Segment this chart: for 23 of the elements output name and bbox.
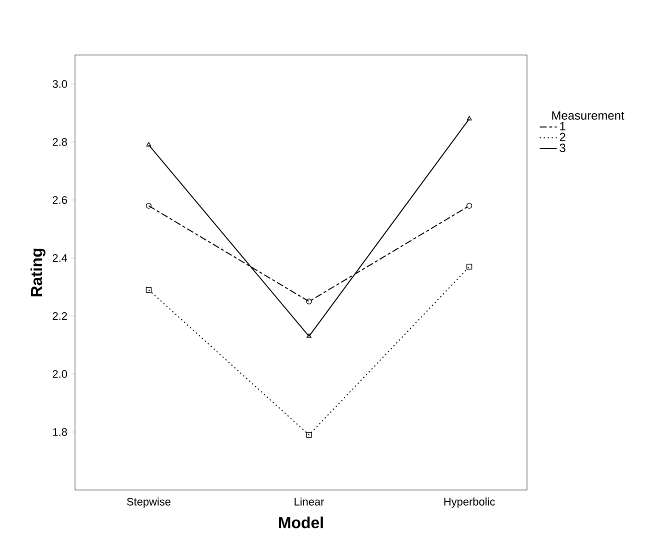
point xyxy=(306,298,312,304)
y-tick-label: 2.4 xyxy=(52,254,68,262)
x-tick-label: Stepwise xyxy=(126,498,170,508)
legend-label: 2 xyxy=(560,132,566,142)
y-tick-label: 3.0 xyxy=(52,80,68,88)
point xyxy=(146,202,152,209)
point xyxy=(466,202,472,209)
y-axis-title: Rating xyxy=(30,248,46,296)
y-tick-label: 2.8 xyxy=(52,138,67,146)
y-tick-label: 2.2 xyxy=(52,312,67,320)
y-tick-label: 2.6 xyxy=(52,196,67,204)
point xyxy=(306,432,312,438)
legend-label: 3 xyxy=(560,144,566,152)
x-tick-label: Linear xyxy=(294,498,324,506)
x-tick-label: Hyperbolic xyxy=(444,498,495,508)
y-tick-label: 2.0 xyxy=(52,370,68,378)
point xyxy=(146,287,152,293)
legend-label: 1 xyxy=(560,122,566,130)
y-tick-label: 1.8 xyxy=(53,428,67,436)
point xyxy=(306,333,312,338)
x-axis-title: Model xyxy=(279,516,323,528)
legend-title: Measurement xyxy=(552,111,624,120)
point xyxy=(466,264,472,270)
